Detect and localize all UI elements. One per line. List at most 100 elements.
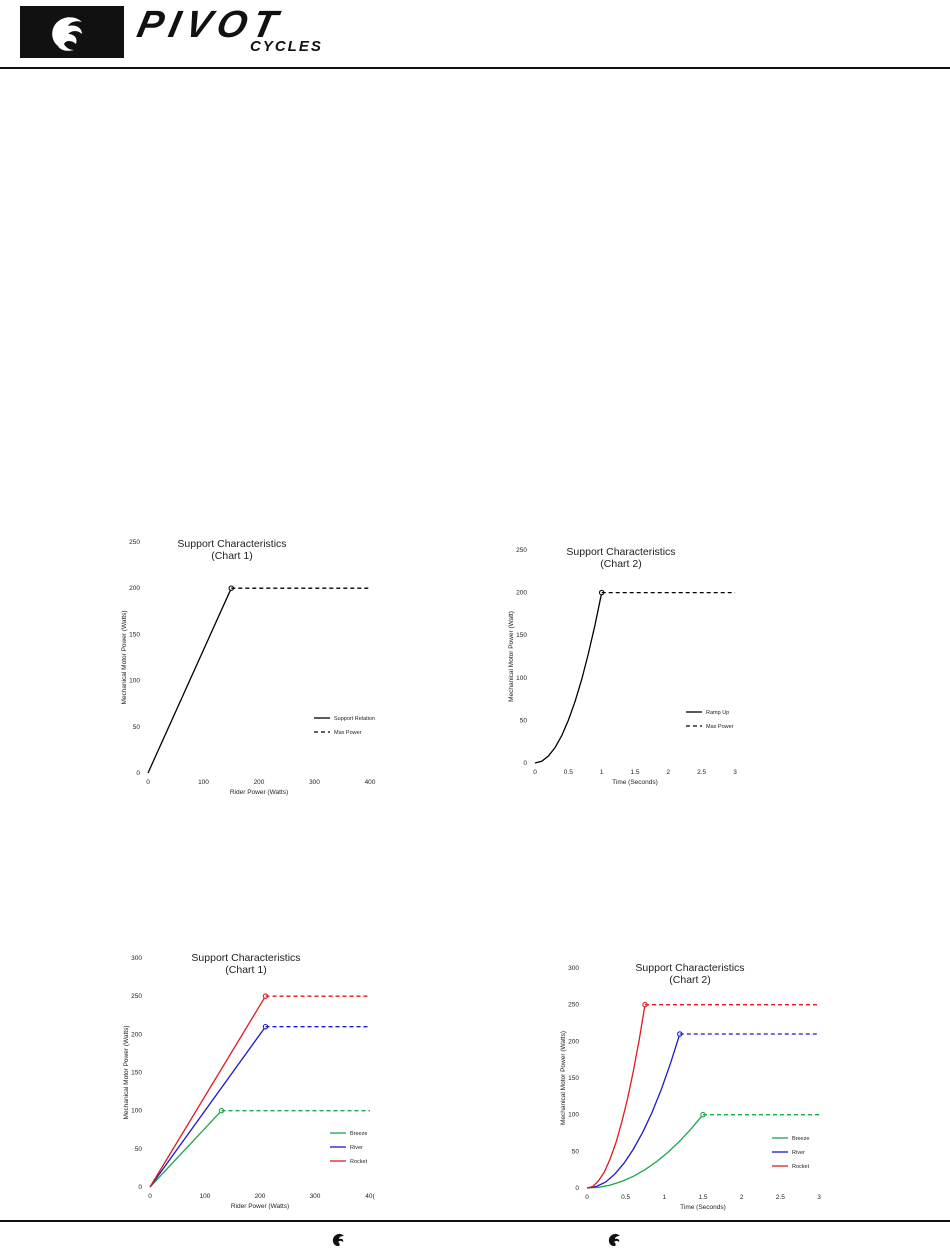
x-tick-label: 300 [309, 779, 320, 786]
river-series-line [149, 1026, 267, 1188]
y-tick-label: 200 [129, 585, 140, 592]
y-tick-label: 0 [138, 1184, 142, 1191]
x-tick-label: 100 [198, 779, 209, 786]
x-tick-label: 0 [146, 779, 150, 786]
pivot-bird-icon [606, 1232, 622, 1248]
y-tick-label: 150 [568, 1075, 579, 1082]
y-tick-label: 200 [516, 590, 527, 597]
support-relation-series-line [147, 587, 232, 774]
y-tick-label: 50 [133, 724, 141, 731]
x-tick-label: 2 [667, 769, 671, 776]
x-tick-label: 3 [817, 1194, 821, 1201]
y-tick-label: 100 [129, 678, 140, 685]
x-tick-label: 1 [600, 769, 604, 776]
y-tick-label: 0 [136, 770, 140, 777]
chart-4-svg: Support Characteristics(Chart 2) 0 50 100 15… [560, 962, 821, 1211]
x-tick-label: 300 [310, 1193, 321, 1200]
chart-subtitle: (Chart 1) [225, 964, 266, 976]
legend-label: Rocket [350, 1159, 368, 1165]
y-tick-label: 250 [568, 1002, 579, 1009]
pivot-logo [20, 6, 124, 58]
y-axis-label: Mechanical Motor Power (Watt) [508, 611, 515, 702]
y-tick-label: 300 [568, 965, 579, 972]
y-tick-label: 50 [135, 1146, 143, 1153]
x-tick-label: 0 [533, 769, 537, 776]
legend-label: Ramp Up [706, 710, 729, 716]
y-tick-label: 250 [131, 993, 142, 1000]
y-tick-label: 200 [131, 1031, 142, 1038]
x-tick-label: 0.5 [564, 769, 573, 776]
legend-label: Max Power [706, 724, 734, 730]
chart-subtitle: (Chart 2) [669, 974, 710, 986]
y-axis-label: Mechanical Motor Power (Watts) [123, 1025, 130, 1119]
chart-2-svg: Support Characteristics(Chart 2) 0 50 100 15… [508, 546, 737, 786]
legend-label: River [792, 1150, 805, 1156]
chart-subtitle: (Chart 2) [600, 558, 641, 570]
rocket-series-line [586, 1004, 646, 1189]
x-axis-label: Time (Seconds) [680, 1204, 726, 1211]
x-tick-label: 400 [365, 779, 376, 786]
ramp-up-series-line [534, 592, 603, 764]
brand-subword: CYCLES [250, 38, 323, 55]
breeze-series-line [586, 1114, 704, 1189]
chart-1-svg: Support Characteristics(Chart 1) 0 50 100 15… [121, 538, 376, 796]
header-rule [0, 67, 950, 69]
y-tick-label: 300 [131, 955, 142, 962]
chart-3: Support Characteristics (Chart 1) 0 50 100 15… [104, 948, 394, 1218]
y-tick-label: 100 [516, 675, 527, 682]
y-tick-label: 250 [129, 539, 140, 546]
y-tick-label: 50 [572, 1148, 580, 1155]
y-tick-label: 100 [131, 1108, 142, 1115]
legend-label: Support Relation [334, 716, 375, 722]
x-axis-label: Rider Power (Watts) [231, 1203, 289, 1210]
x-axis-label: Time (Seconds) [612, 779, 658, 786]
legend-label: Rocket [792, 1164, 810, 1170]
y-tick-label: 50 [520, 717, 528, 724]
y-axis-label: Mechanical Motor Power (Watts) [121, 610, 128, 704]
legend-label: Breeze [792, 1136, 809, 1142]
x-tick-label: 0 [585, 1194, 589, 1201]
page-header: PIVOT CYCLES [0, 0, 950, 70]
x-tick-label: 1 [663, 1194, 667, 1201]
x-tick-label: 200 [254, 779, 265, 786]
y-tick-label: 0 [575, 1185, 579, 1192]
legend-label: Breeze [350, 1131, 367, 1137]
chart-4: Support Characteristics (Chart 2) 0 50 100 15… [540, 958, 840, 1218]
chart-1: Support Characteristics (Chart 1) 0 50 100 15… [104, 532, 394, 802]
chart-3-svg: Support Characteristics(Chart 1) 0 50 100 15… [123, 952, 376, 1210]
x-tick-label: 100 [200, 1193, 211, 1200]
pivot-bird-icon [20, 6, 124, 58]
x-tick-label: 1.5 [630, 769, 639, 776]
x-tick-label: 0 [148, 1193, 152, 1200]
rocket-series-line [149, 995, 267, 1188]
footer-rule [0, 1220, 950, 1222]
chart-2: Support Characteristics (Chart 2) 0 50 100 15… [494, 540, 764, 800]
x-tick-label: 2.5 [776, 1194, 785, 1201]
x-axis-label: Rider Power (Watts) [230, 789, 288, 796]
legend-label: River [350, 1145, 363, 1151]
x-tick-label: 200 [255, 1193, 266, 1200]
x-tick-label: 3 [733, 769, 737, 776]
x-tick-label: 2.5 [697, 769, 706, 776]
river-series-line [586, 1033, 681, 1189]
y-tick-label: 150 [131, 1070, 142, 1077]
chart-title: Support Characteristics [177, 538, 286, 550]
chart-title: Support Characteristics [566, 546, 675, 558]
y-tick-label: 150 [516, 632, 527, 639]
y-tick-label: 100 [568, 1112, 579, 1119]
breeze-series-line [149, 1110, 222, 1188]
x-tick-label: 2 [740, 1194, 744, 1201]
chart-title: Support Characteristics [191, 952, 300, 964]
y-tick-label: 200 [568, 1038, 579, 1045]
y-axis-label: Mechanical Motor Power (Watts) [560, 1031, 567, 1125]
y-tick-label: 150 [129, 631, 140, 638]
chart-subtitle: (Chart 1) [211, 550, 252, 562]
x-tick-label: 0.5 [621, 1194, 630, 1201]
x-tick-label: 1.5 [698, 1194, 707, 1201]
y-tick-label: 0 [523, 760, 527, 767]
x-tick-label: 40( [365, 1193, 375, 1200]
legend-label: Max Power [334, 730, 362, 736]
pivot-bird-icon [330, 1232, 346, 1248]
y-tick-label: 250 [516, 547, 527, 554]
chart-title: Support Characteristics [635, 962, 744, 974]
